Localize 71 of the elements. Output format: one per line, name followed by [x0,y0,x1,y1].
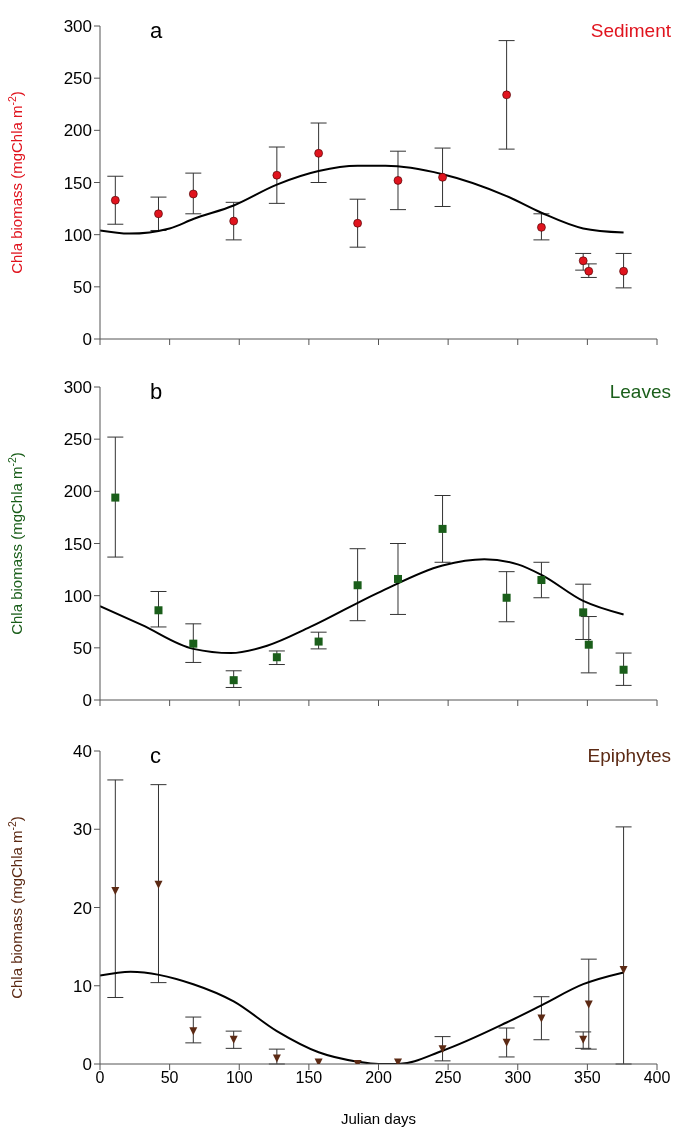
x-tick-label: 400 [643,1069,671,1087]
point [229,676,238,685]
point [619,266,628,276]
point [111,493,120,502]
point [111,887,120,896]
point [189,639,198,648]
x-tick-label: 250 [434,1069,462,1087]
line-series [100,558,625,655]
point [189,1027,198,1036]
point [438,172,447,182]
y-tick-label: 250 [63,69,92,89]
y-tick-label: 200 [63,482,92,502]
point [579,608,588,617]
point [578,256,588,266]
y-tick-label: 0 [82,330,92,350]
point [537,223,546,232]
y-tick-label: 0 [82,691,92,711]
line-series [100,164,625,235]
point [394,1058,402,1064]
y-tick-label: 50 [73,277,92,297]
chart-title: c [150,743,161,769]
point [272,653,281,662]
point [393,176,403,185]
point [502,1038,511,1047]
y-tick-label: 30 [73,820,92,840]
y-tick-label: 40 [73,742,92,762]
point [584,640,593,649]
point [353,581,362,590]
text: Leaves [609,381,671,403]
y-tick-label: 250 [63,430,92,450]
point [154,606,163,615]
y-tick-label: 100 [63,586,92,606]
point [229,216,238,226]
point [584,266,594,276]
point [111,195,120,205]
x-tick-label: 150 [295,1069,323,1087]
point [502,90,511,100]
y-tick-label: 10 [73,976,92,996]
point [314,148,323,158]
point [619,665,628,674]
point [619,966,628,975]
text: Sediment [590,20,671,42]
point [502,593,511,602]
chart-title: b [150,379,163,405]
y-tick-label: 150 [63,534,92,554]
y-tick-label: 200 [63,121,92,141]
point [314,637,323,646]
chart-title: a [150,18,163,44]
y-tick-label: 300 [63,17,92,37]
point [154,880,163,889]
y-tick-label: 50 [73,638,92,658]
point [154,209,163,219]
point [394,574,402,583]
point [189,189,198,199]
x-tick-label: 100 [225,1069,253,1087]
text: Epiphytes [587,745,671,767]
y-tick-label: 150 [63,173,92,193]
x-axis-title: Julian days [340,1110,417,1127]
y-tick-label: 20 [73,898,92,918]
point [272,170,282,180]
point [438,524,447,533]
y-tick-label: 300 [63,378,92,398]
x-tick-label: 350 [574,1069,601,1087]
x-tick-label: 50 [160,1069,179,1087]
x-tick-label: 0 [95,1069,105,1087]
point [537,576,546,585]
point [438,1045,447,1054]
point [353,218,362,228]
x-tick-label: 300 [504,1069,532,1087]
x-tick-label: 200 [365,1069,392,1087]
y-tick-label: 100 [63,225,92,245]
